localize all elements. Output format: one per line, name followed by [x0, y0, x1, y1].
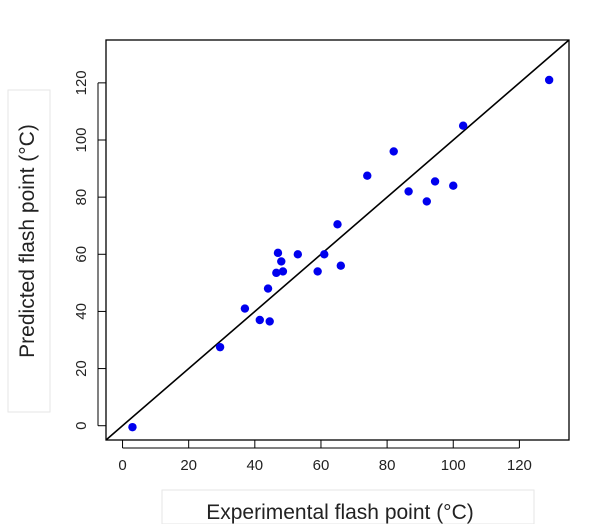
identity-line: [105, 39, 570, 441]
data-point: [277, 257, 286, 266]
data-point: [272, 268, 281, 278]
y-axis-title: Predicted flash point (°C): [16, 124, 39, 358]
y-tick-label: 80: [73, 189, 90, 206]
data-point: [336, 261, 346, 270]
data-point: [544, 75, 554, 85]
data-point: [240, 304, 250, 313]
y-tick-label: 60: [73, 246, 90, 263]
x-tick-label: 60: [313, 457, 330, 474]
plot-area: [105, 39, 570, 441]
data-point: [422, 197, 431, 206]
y-tick-label: 20: [73, 360, 90, 377]
plot-frame: [105, 39, 570, 441]
x-tick-label: 100: [441, 457, 466, 474]
data-point: [363, 171, 372, 180]
x-tick-label: 120: [507, 457, 532, 474]
y-title-frame: [7, 89, 51, 413]
data-point: [128, 422, 137, 432]
data-point: [449, 181, 458, 190]
data-point: [255, 315, 264, 325]
data-point: [333, 220, 342, 229]
data-point: [263, 284, 273, 293]
data-point: [278, 267, 288, 276]
x-tick-label: 20: [180, 457, 197, 474]
y-tick-label: 40: [73, 303, 90, 320]
data-point: [404, 187, 413, 196]
data-point: [265, 317, 274, 326]
y-tick-label: 0: [73, 422, 90, 430]
x-tick-label: 0: [118, 457, 126, 474]
data-point: [293, 250, 303, 259]
x-tick-label: 80: [379, 457, 396, 474]
x-title-frame: [161, 489, 535, 524]
data-point: [389, 147, 398, 156]
data-point: [430, 177, 440, 186]
data-point: [215, 342, 225, 352]
x-axis-title: Experimental flash point (°C): [206, 501, 474, 524]
y-tick-label: 100: [73, 127, 90, 152]
x-tick-label: 40: [246, 457, 263, 474]
y-tick-label: 120: [73, 70, 90, 95]
data-point: [320, 250, 329, 259]
data-point: [458, 121, 468, 130]
data-point: [273, 248, 283, 258]
data-point: [313, 267, 322, 276]
